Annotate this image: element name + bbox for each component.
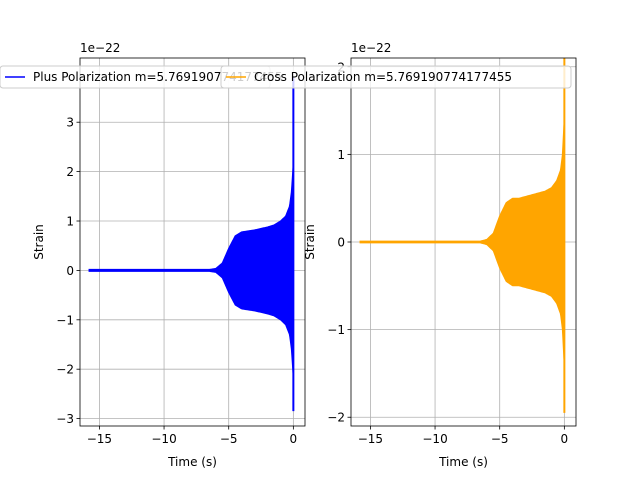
y-tick-label: −1 xyxy=(327,323,345,337)
x-tick-label: −15 xyxy=(87,432,112,446)
x-tick-label: 0 xyxy=(561,432,569,446)
cross-legend-box xyxy=(220,65,572,89)
y-tick-label: 0 xyxy=(337,236,345,250)
cross-legend-label: Cross Polarization m=5.769190774177455 xyxy=(254,70,512,84)
plus-offset-text: 1e−22 xyxy=(80,41,120,55)
x-tick-label: −10 xyxy=(422,432,447,446)
y-tick-label: 0 xyxy=(66,264,74,278)
plus-x-ticks: −15 −10 −5 0 xyxy=(87,426,297,446)
plus-y-ticks: −3 −2 −1 0 1 2 3 xyxy=(56,116,80,426)
y-tick-label: 2 xyxy=(66,165,74,179)
y-tick-label: −2 xyxy=(327,411,345,425)
plus-axes-frame xyxy=(79,57,306,427)
cross-x-axis-label: Time (s) xyxy=(438,455,488,469)
y-tick-label: −3 xyxy=(56,412,74,426)
y-tick-label: 1 xyxy=(66,215,74,229)
y-tick-label: −1 xyxy=(56,313,74,327)
x-tick-label: −15 xyxy=(358,432,383,446)
plus-y-axis-label: Strain xyxy=(32,224,46,260)
cross-y-axis-label: Strain xyxy=(303,224,317,260)
x-tick-label: −5 xyxy=(491,432,509,446)
y-tick-label: −2 xyxy=(56,363,74,377)
x-tick-label: 0 xyxy=(290,432,298,446)
plus-x-axis-label: Time (s) xyxy=(167,455,217,469)
x-tick-label: −10 xyxy=(151,432,176,446)
cross-x-ticks: −15 −10 −5 0 xyxy=(358,426,568,446)
y-tick-label: 3 xyxy=(66,116,74,130)
x-tick-label: −5 xyxy=(220,432,238,446)
plus-legend-label: Plus Polarization m=5.769190774177455 xyxy=(33,70,283,84)
plus-series xyxy=(88,77,295,412)
y-tick-label: 1 xyxy=(337,148,345,162)
cross-offset-text: 1e−22 xyxy=(351,41,391,55)
cross-legend: Cross Polarization m=5.769190774177455 xyxy=(220,65,572,89)
cross-series xyxy=(359,58,566,413)
